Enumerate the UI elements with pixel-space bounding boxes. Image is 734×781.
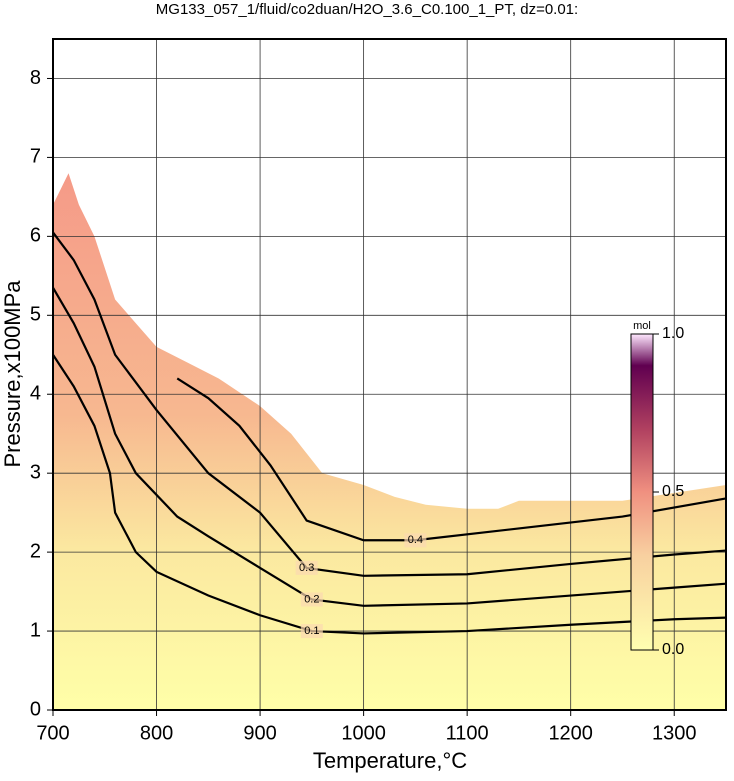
- contour-line: [176, 377, 727, 542]
- x-axis-label: Temperature,°C: [313, 748, 467, 773]
- contour-label: 0.4: [408, 534, 423, 546]
- contour-label-bg: [300, 624, 323, 639]
- contour-line: [52, 354, 727, 635]
- plot-frame: [52, 38, 727, 711]
- y-tick-label: 7: [30, 146, 41, 168]
- contour-label-bg: [300, 592, 323, 607]
- x-tick-label: 1100: [446, 722, 489, 744]
- contour-label: 0.2: [304, 593, 319, 605]
- contour-label: 0.1: [304, 625, 319, 637]
- contour-label: 0.3: [299, 562, 314, 574]
- contour-line: [52, 287, 727, 607]
- x-tick-label: 1000: [341, 722, 386, 744]
- data-region: [53, 173, 726, 710]
- colorbar-tick-label: 0.0: [662, 641, 684, 658]
- y-tick-label: 3: [30, 461, 41, 483]
- y-tick-label: 0: [30, 698, 41, 720]
- colorbar-tick-label: 0.5: [662, 483, 684, 500]
- colorbar-tick-label: 1.0: [662, 325, 684, 342]
- contour-label-bg: [404, 533, 427, 548]
- x-tick-label: 900: [243, 722, 276, 744]
- chart-title: MG133_057_1/fluid/co2duan/H2O_3.6_C0.100…: [156, 1, 578, 18]
- colorbar-unit: mol: [633, 320, 651, 332]
- x-tick-label: 1300: [652, 722, 697, 744]
- y-axis-label: Pressure,x100MPa: [0, 280, 25, 468]
- x-tick-label: 800: [140, 722, 173, 744]
- x-tick-label: 1200: [548, 722, 593, 744]
- y-tick-label: 2: [30, 540, 41, 562]
- x-tick-label: 700: [36, 722, 69, 744]
- contour-label-bg: [295, 560, 318, 575]
- contour-line: [52, 231, 727, 577]
- y-tick-label: 8: [30, 67, 41, 89]
- colorbar: [630, 333, 654, 651]
- y-tick-label: 6: [30, 225, 41, 247]
- y-tick-label: 4: [30, 383, 41, 405]
- y-tick-label: 1: [30, 619, 41, 641]
- y-tick-label: 5: [30, 304, 41, 326]
